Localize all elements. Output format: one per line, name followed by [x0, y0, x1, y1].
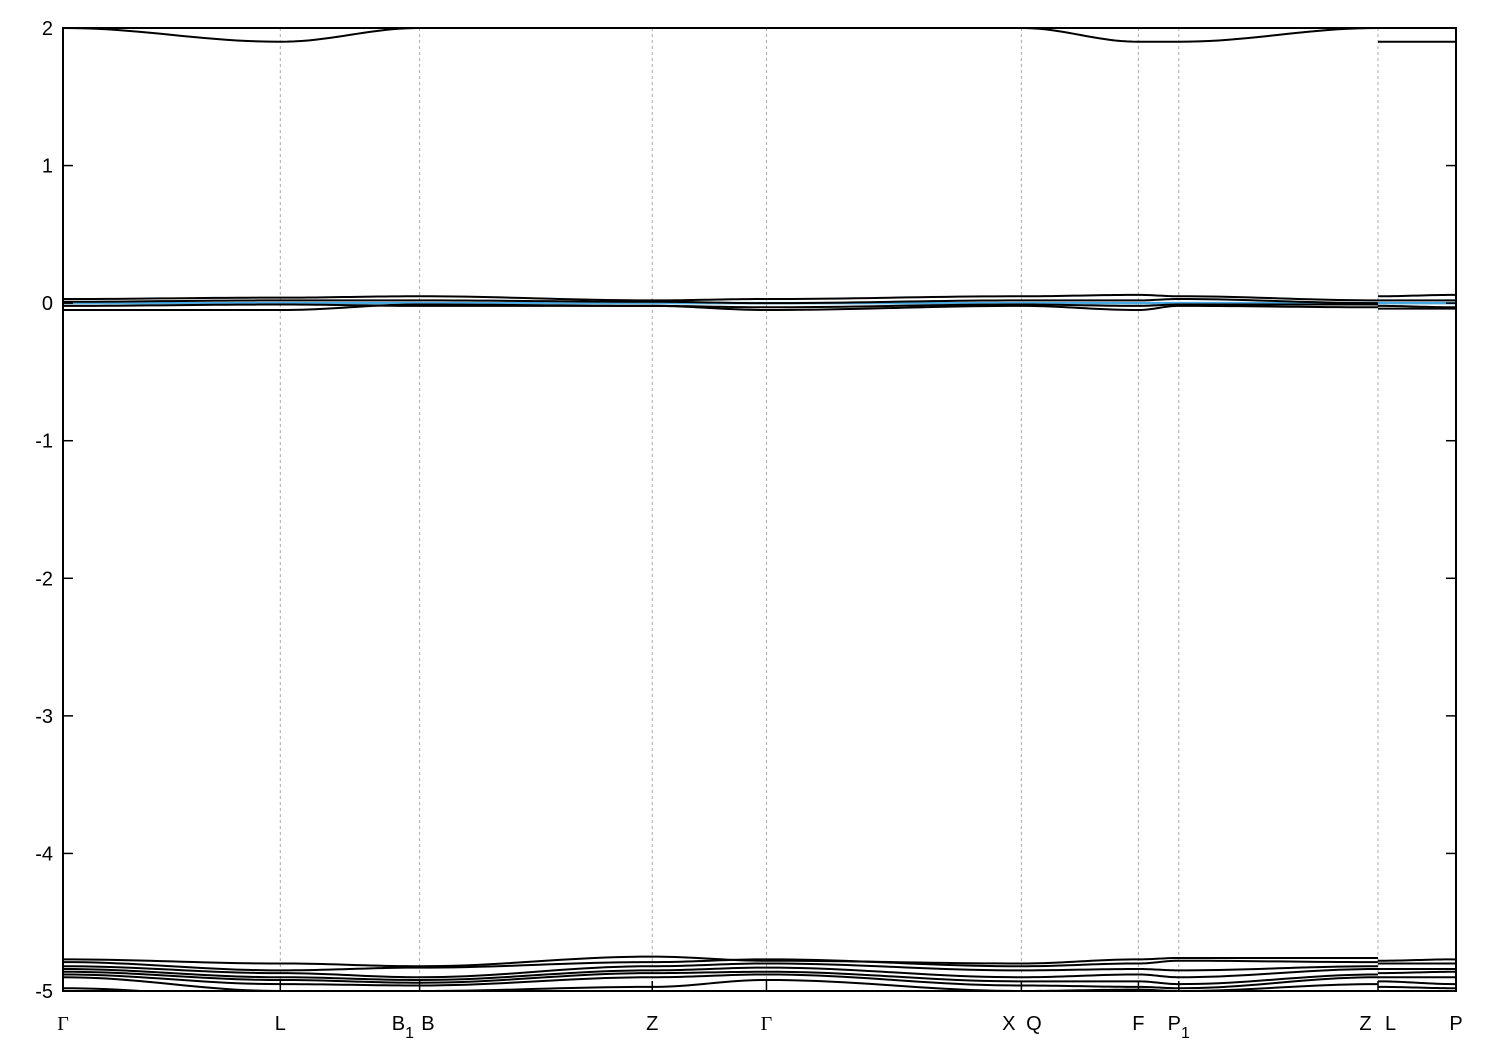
x-tick-label: Z — [646, 1013, 658, 1035]
band-line — [63, 973, 1456, 990]
band-line — [63, 955, 1456, 968]
x-tick-label: B — [421, 1013, 434, 1035]
x-tick-label: L — [1385, 1013, 1396, 1035]
plot-frame — [62, 27, 1457, 992]
x-tick-label: F — [1132, 1013, 1144, 1035]
y-tick-label: -5 — [35, 981, 53, 1003]
bands — [63, 28, 1456, 991]
band-line — [63, 966, 1456, 981]
x-tick-label: Q — [1026, 1013, 1042, 1035]
y-tick-label: -4 — [35, 843, 53, 865]
band-line — [63, 303, 1456, 312]
x-tick-label: X — [1002, 1013, 1015, 1035]
band-line — [63, 962, 1456, 979]
y-axis: -5 -4 -3 -2 -1 0 1 2 — [35, 18, 1456, 1003]
x-axis: Γ L B1 B Z Γ X Q F P1 Z L P — [57, 1013, 1462, 1042]
x-tick-label: Γ — [57, 1013, 69, 1035]
y-tick-label: 1 — [42, 156, 53, 178]
x-tick-label: L — [275, 1013, 286, 1035]
x-tick-label: P1 — [1168, 1013, 1190, 1042]
y-tick-label: -2 — [35, 568, 53, 590]
x-tick-label: P — [1449, 1013, 1462, 1035]
gridlines — [279, 28, 1379, 991]
band-line — [63, 28, 1456, 43]
x-tick-label: Γ — [761, 1013, 773, 1035]
y-tick-label: -3 — [35, 706, 53, 728]
band-line — [63, 970, 1456, 986]
band-line — [63, 293, 1456, 302]
band-line — [63, 303, 1456, 309]
band-line — [63, 298, 1456, 305]
band-line — [63, 958, 1456, 972]
y-tick-label: -1 — [35, 431, 53, 453]
x-tick-label: Z — [1359, 1013, 1371, 1035]
y-tick-label: 0 — [42, 293, 53, 315]
y-tick-label: 2 — [42, 18, 53, 40]
x-tick-label: B1 — [392, 1013, 414, 1042]
